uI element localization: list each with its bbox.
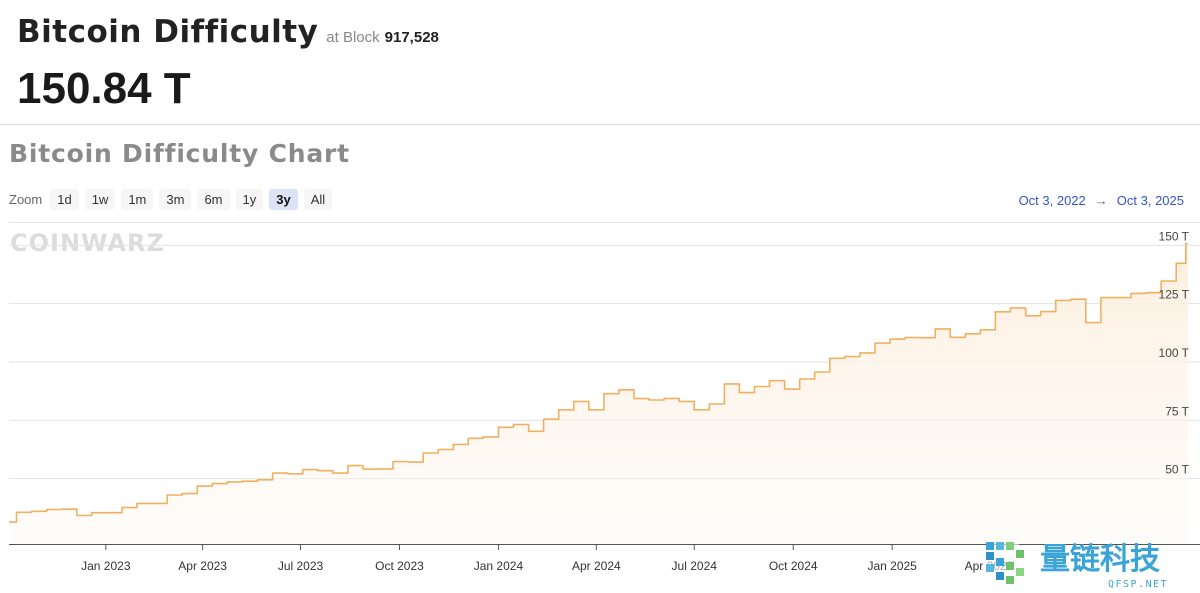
area-fill xyxy=(9,243,1188,544)
coinwarz-watermark: COINWARZ xyxy=(10,229,165,257)
zoom-button-1m[interactable]: 1m xyxy=(121,189,154,210)
series-line xyxy=(9,242,1188,523)
x-tick-label: Jan 2024 xyxy=(474,559,524,573)
zoom-label: Zoom xyxy=(9,192,43,207)
block-number: 917,528 xyxy=(384,29,439,46)
y-tick-label: 100 T xyxy=(1159,346,1190,360)
x-tick-label: Jan 2023 xyxy=(81,559,131,573)
page-title: Bitcoin Difficulty xyxy=(17,14,319,50)
range-to-date[interactable]: Oct 3, 2025 xyxy=(1116,193,1184,208)
x-tick-label: Oct 2024 xyxy=(769,559,818,573)
series-area xyxy=(9,243,1188,544)
zoom-button-1d[interactable]: 1d xyxy=(50,189,79,210)
date-range: Oct 3, 2022 → Oct 3, 2025 xyxy=(1019,193,1184,208)
x-tick-label: Jan 2025 xyxy=(867,559,917,573)
zoom-button-1y[interactable]: 1y xyxy=(235,189,264,210)
range-arrow-icon: → xyxy=(1094,193,1108,208)
chart-title: Bitcoin Difficulty Chart xyxy=(9,139,350,168)
zoom-button-3m[interactable]: 3m xyxy=(159,189,192,210)
page-header: Bitcoin Difficulty at Block 917,528 150.… xyxy=(0,0,1200,125)
logo-text: 量链科技 xyxy=(1040,542,1160,577)
y-axis-ticks: 50 T 75 T 100 T 125 T 150 T xyxy=(1159,229,1190,476)
series-line-path xyxy=(9,242,1188,523)
current-difficulty-value: 150.84 T xyxy=(17,64,191,113)
y-tick-label: 125 T xyxy=(1159,288,1190,302)
zoom-controls: Zoom 1d 1w 1m 3m 6m 1y 3y All xyxy=(9,189,338,210)
zoom-button-all[interactable]: All xyxy=(303,189,333,210)
logo-mark-icon xyxy=(984,540,1028,584)
x-tick-label: Jul 2024 xyxy=(672,559,718,573)
x-tick-label: Oct 2023 xyxy=(375,559,424,573)
zoom-button-6m[interactable]: 6m xyxy=(197,189,230,210)
title-row: Bitcoin Difficulty at Block 917,528 xyxy=(17,14,439,50)
x-tick-label: Jul 2023 xyxy=(278,559,324,573)
x-tick-label: Apr 2024 xyxy=(572,559,621,573)
x-tick-label: Apr 2023 xyxy=(178,559,227,573)
at-block-label: at Block xyxy=(326,29,380,46)
qfsp-logo: 量链科技 QFSP.NET xyxy=(984,540,1168,590)
y-tick-label: 75 T xyxy=(1165,404,1189,418)
zoom-button-3y[interactable]: 3y xyxy=(269,189,298,210)
zoom-button-1w[interactable]: 1w xyxy=(84,189,116,210)
y-tick-label: 150 T xyxy=(1159,229,1190,243)
logo-subtext: QFSP.NET xyxy=(1108,579,1168,590)
y-tick-label: 50 T xyxy=(1165,463,1189,477)
range-from-date[interactable]: Oct 3, 2022 xyxy=(1018,193,1086,208)
